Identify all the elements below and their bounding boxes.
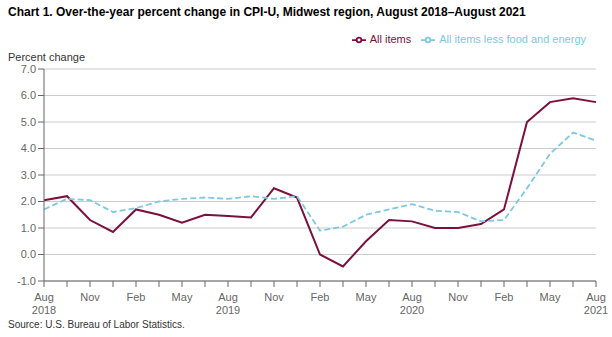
svg-text:Nov: Nov (80, 291, 100, 303)
svg-text:Feb: Feb (495, 291, 514, 303)
svg-text:-1.0: -1.0 (17, 275, 36, 287)
svg-text:Nov: Nov (448, 291, 468, 303)
svg-text:Aug2018: Aug2018 (32, 291, 56, 316)
svg-text:7.0: 7.0 (21, 63, 36, 75)
html-text:Source: U.S. Bureau of Labor S: Source: U.S. Bureau of Labor Statistics. (8, 319, 185, 330)
svg-text:Feb: Feb (311, 291, 330, 303)
svg-text:Aug2021: Aug2021 (584, 291, 604, 316)
svg-text:Nov: Nov (264, 291, 284, 303)
svg-text:May: May (540, 291, 561, 303)
svg-text:Aug2019: Aug2019 (216, 291, 240, 316)
svg-text:2.0: 2.0 (21, 195, 36, 207)
html-text:All items: All items (369, 33, 412, 45)
svg-text:6.0: 6.0 (21, 89, 36, 101)
svg-text:May: May (356, 291, 377, 303)
html-text:All items less food and energy: All items less food and energy (439, 33, 586, 45)
html-text:Chart 1. Over-the-year percent: Chart 1. Over-the-year percent change in… (8, 5, 526, 19)
svg-text:May: May (172, 291, 193, 303)
svg-text:Feb: Feb (127, 291, 146, 303)
svg-text:3.0: 3.0 (21, 169, 36, 181)
svg-text:4.0: 4.0 (21, 142, 36, 154)
html-text:Percent change: Percent change (8, 51, 86, 63)
svg-text:1.0: 1.0 (21, 222, 36, 234)
svg-text:5.0: 5.0 (21, 116, 36, 128)
svg-text:0.0: 0.0 (21, 248, 36, 260)
svg-text:Aug2020: Aug2020 (400, 291, 424, 316)
